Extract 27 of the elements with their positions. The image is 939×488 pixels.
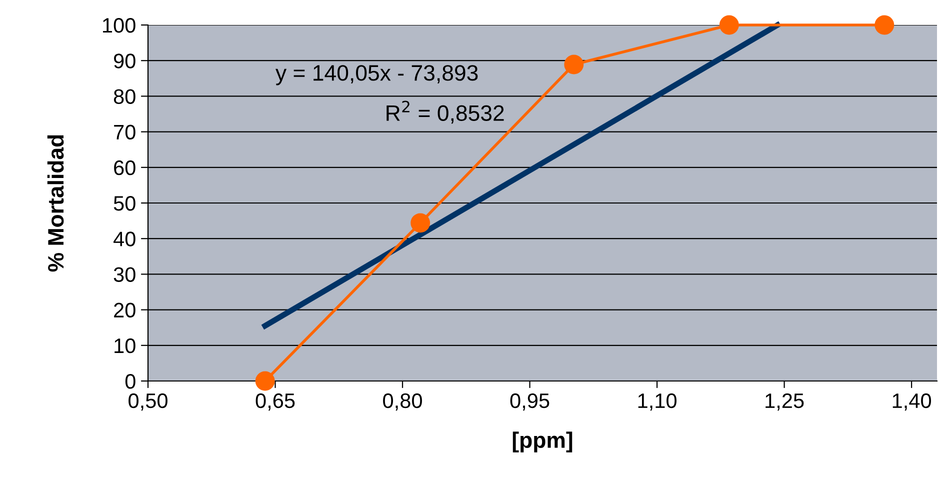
annotation: y = 140,05x - 73,893: [276, 65, 478, 86]
point: [564, 54, 584, 74]
y-tick-label: 90: [114, 54, 136, 68]
y-tick-label: 40: [114, 232, 136, 246]
y-tick-label: 50: [114, 196, 136, 211]
y-tick-label: 0: [125, 374, 136, 389]
annotation: R$^{2}$ = 0,8532: [386, 100, 504, 124]
y-tick-label: 10: [114, 338, 136, 354]
point: [874, 15, 894, 35]
y-tick-label: 80: [114, 89, 136, 104]
x-tick-label: 0,95: [510, 393, 550, 411]
x-tick-label: 0,65: [256, 393, 295, 411]
point: [255, 371, 275, 391]
y-tick-label: 70: [114, 124, 136, 140]
y-tick-label: 60: [114, 160, 136, 176]
y-axis-title: % Mortalidad: [47, 135, 64, 272]
y-tick-label: 30: [114, 267, 136, 282]
y-tick-label: 100: [103, 18, 136, 33]
y-tick-label: 20: [114, 302, 136, 318]
x-tick-label: 1,25: [766, 393, 804, 411]
x-tick-label: 0,50: [128, 393, 168, 411]
x-tick-label: 1,40: [892, 393, 932, 411]
point: [410, 213, 430, 233]
x-tick-label: 0,80: [383, 393, 422, 411]
x-tick-label: 1,10: [638, 393, 676, 411]
x-axis-title: [ppm]: [512, 432, 572, 452]
point: [719, 15, 739, 35]
